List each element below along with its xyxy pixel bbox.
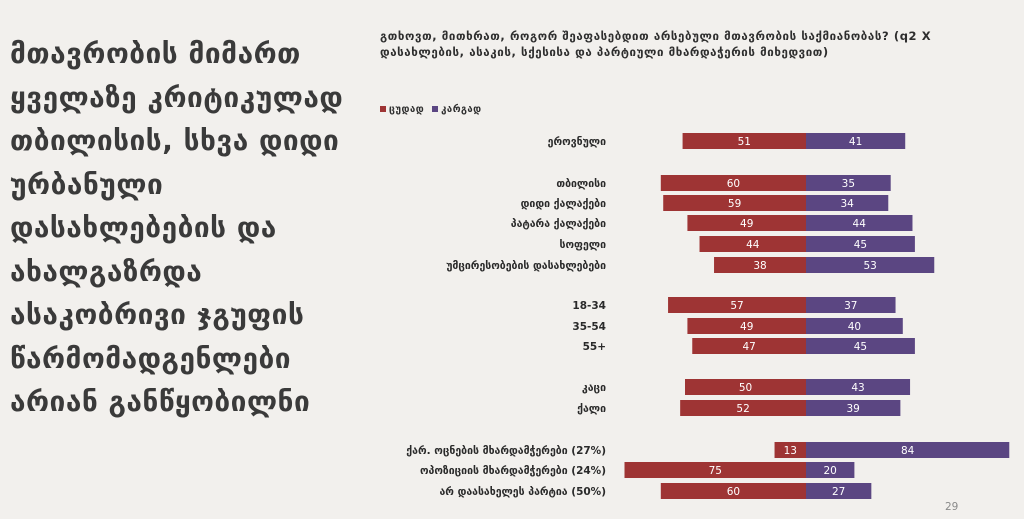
legend-item-bad: ცუდად (380, 104, 424, 115)
bar-good (806, 483, 872, 499)
value-label-good: 40 (848, 321, 861, 333)
bar-bad (682, 133, 806, 149)
page-number: 29 (945, 501, 959, 513)
category-label: 18-34 (572, 300, 606, 312)
value-label-good: 84 (901, 445, 915, 457)
bar-good (806, 175, 891, 191)
legend-label-bad: ცუდად (389, 103, 425, 115)
bar-bad (692, 338, 806, 354)
slide-headline: მთავრობის მიმართ ყველაზე კრიტიკულად თბილ… (10, 37, 344, 418)
category-label: 35-54 (572, 321, 606, 333)
value-label-bad: 50 (739, 382, 752, 394)
category-label: არ დაასახელეს პარტია (50%) (439, 486, 606, 498)
bar-good (806, 236, 915, 252)
value-label-good: 39 (847, 403, 860, 415)
legend-label-good: კარგად (441, 103, 482, 115)
category-label: ქარ. ოცნების მხარდამჭერები (27%) (406, 445, 606, 457)
bar-bad (685, 379, 806, 395)
value-label-bad: 49 (740, 218, 753, 230)
value-label-bad: 13 (784, 445, 797, 457)
value-label-good: 45 (854, 239, 867, 251)
value-label-bad: 59 (728, 198, 741, 210)
category-label: პატარა ქალაქები (511, 218, 606, 230)
value-label-bad: 60 (727, 178, 740, 190)
category-label: კაცი (582, 382, 606, 394)
bar-bad (699, 236, 806, 252)
bar-bad (663, 195, 806, 211)
category-label: 55+ (583, 341, 606, 353)
bar-bad (714, 257, 806, 273)
bar-bad (680, 400, 806, 416)
bar-good (806, 195, 889, 211)
value-label-good: 44 (853, 218, 867, 230)
value-label-good: 45 (854, 341, 867, 353)
value-label-good: 20 (824, 465, 837, 477)
bar-bad (624, 462, 806, 478)
value-label-bad: 47 (742, 341, 755, 353)
category-label: დიდი ქალაქები (521, 198, 606, 210)
legend-swatch-bad (380, 106, 386, 112)
value-label-bad: 38 (753, 260, 766, 272)
chart-legend: ცუდად კარგად (380, 102, 482, 116)
bar-good (806, 400, 901, 416)
value-label-bad: 52 (736, 403, 749, 415)
category-label: ოპოზიციის მხარდამჭერები (24%) (420, 465, 606, 477)
value-label-good: 43 (851, 382, 864, 394)
bar-bad (660, 175, 806, 191)
value-label-good: 53 (863, 260, 876, 272)
value-label-bad: 75 (709, 465, 722, 477)
bar-good (806, 379, 911, 395)
chart-question: გთხოვთ, მითხრათ, როგორ შეაფასებდით არსებ… (380, 29, 932, 59)
category-label: თბილისი (556, 178, 606, 190)
bar-bad (660, 483, 806, 499)
category-label: ქალი (577, 403, 606, 415)
value-label-good: 35 (842, 178, 855, 190)
bar-good (806, 338, 915, 354)
value-label-good: 34 (840, 198, 854, 210)
value-label-bad: 44 (746, 239, 760, 251)
value-label-bad: 49 (740, 321, 753, 333)
category-label: ეროვნული (548, 136, 606, 148)
bar-good (806, 462, 855, 478)
bar-good (806, 257, 935, 273)
bar-bad (668, 297, 806, 313)
bar-good (806, 297, 896, 313)
value-label-bad: 57 (730, 300, 743, 312)
value-label-good: 37 (844, 300, 857, 312)
legend-swatch-good (432, 106, 439, 112)
bar-good (806, 442, 1010, 458)
legend-item-good: კარგად (432, 104, 481, 115)
category-label: სოფელი (560, 239, 607, 251)
bar-bad (687, 215, 806, 231)
value-label-bad: 51 (738, 136, 751, 148)
bar-good (806, 215, 913, 231)
bar-good (806, 133, 906, 149)
category-label: უმცირესობების დასახლებები (446, 260, 606, 272)
value-label-bad: 60 (727, 486, 740, 498)
bar-bad (687, 318, 806, 334)
bar-bad (774, 442, 806, 458)
value-label-good: 41 (849, 136, 862, 148)
bar-good (806, 318, 903, 334)
value-label-good: 27 (832, 486, 845, 498)
